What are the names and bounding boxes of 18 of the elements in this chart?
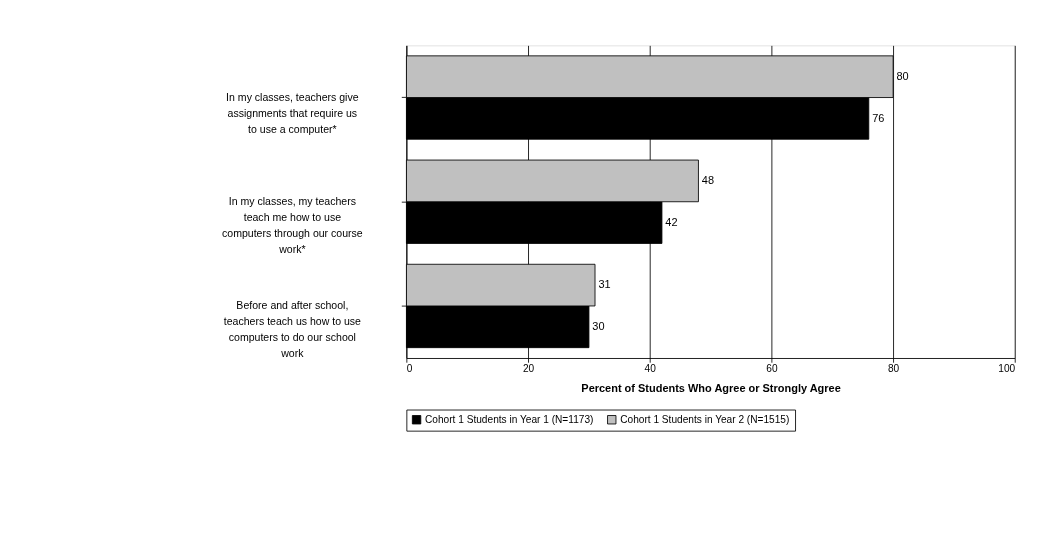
y-tick-label: In my classes, teachers give assignments that require us to use a computer*	[226, 90, 359, 136]
x-tick-label: 20	[522, 363, 535, 374]
legend-label: Cohort 1 Students in Year 2 (N=1515)	[620, 414, 790, 426]
data-label: 31	[598, 278, 611, 291]
x-axis-title: Percent of Students Who Agree or Strongly Agree	[581, 382, 841, 395]
y-tick-label: In my classes, my teachers teach me how to use computers through our course work*	[222, 195, 363, 256]
x-tick-label: 60	[766, 363, 778, 374]
x-tick-label: 100	[998, 363, 1016, 374]
x-tick-label: 0	[406, 363, 413, 374]
data-label: 48	[701, 174, 715, 187]
data-label: 42	[665, 215, 678, 228]
data-label: 30	[592, 320, 605, 333]
data-label: 76	[872, 111, 885, 124]
x-tick-label: 40	[644, 363, 657, 374]
data-label: 80	[896, 70, 909, 83]
x-tick-label: 80	[887, 363, 900, 374]
y-tick-label: Before and after school, teachers teach us how to use computers to do our school work	[223, 299, 362, 360]
legend-label: Cohort 1 Students in Year 1 (N=1173)	[425, 414, 594, 426]
